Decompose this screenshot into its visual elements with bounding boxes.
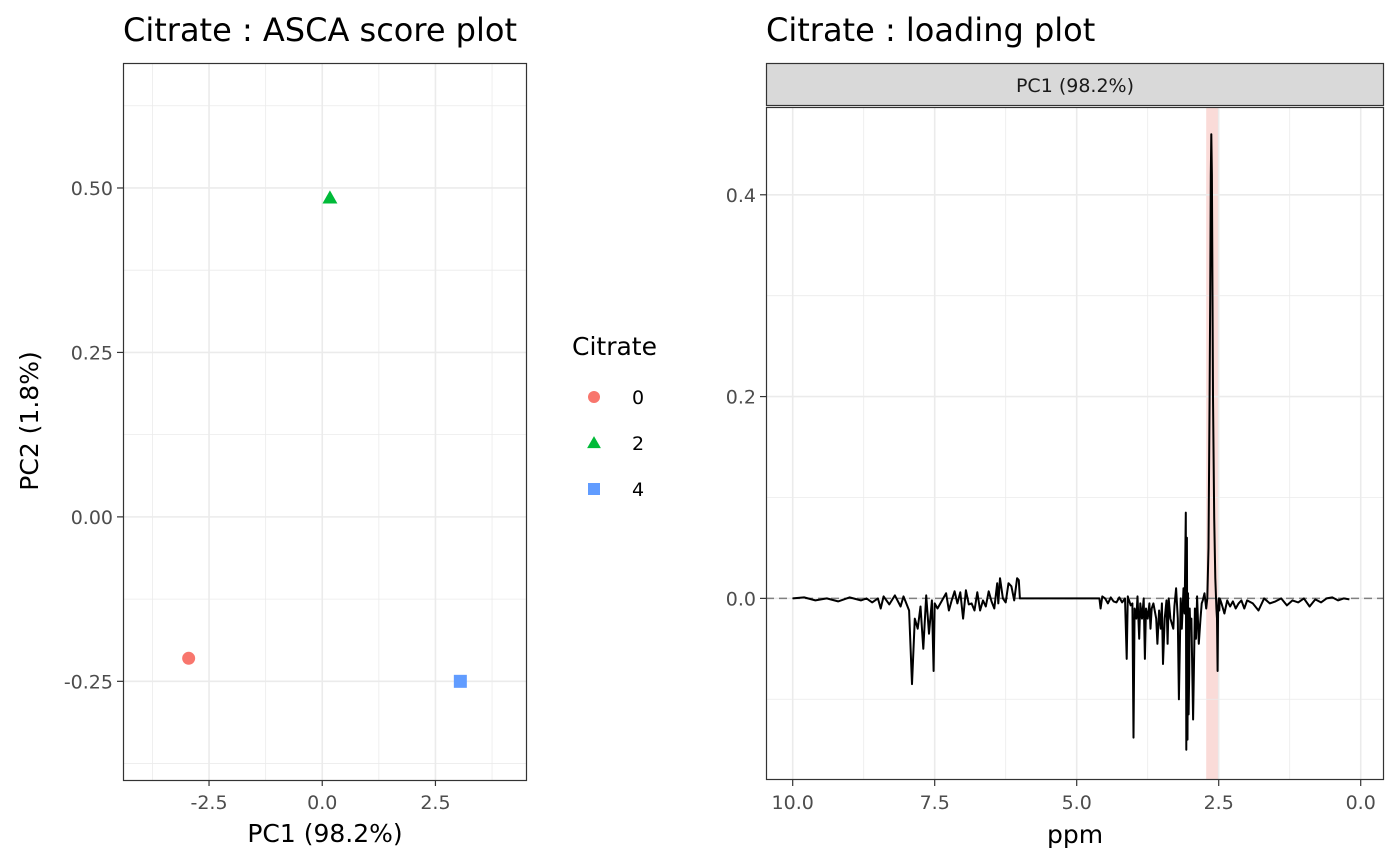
loading-plot: Citrate : loading plot PC1 (98.2%) 10.0 7…	[726, 11, 1385, 849]
legend-items: 0 2 4	[587, 387, 644, 501]
score-plot-y-axis: -0.25 0.00 0.25 0.50	[64, 178, 123, 693]
legend: Citrate 0 2 4	[572, 332, 657, 501]
legend-label: 2	[632, 433, 644, 455]
point-group-0	[182, 651, 196, 665]
score-plot-x-axis: -2.5 0.0 2.5	[190, 780, 451, 814]
loading-plot-x-axis: 10.0 7.5 5.0 2.5 0.0	[772, 780, 1376, 814]
legend-key-4	[588, 483, 600, 495]
x-tick-label: 2.5	[1204, 792, 1234, 814]
legend-label: 0	[632, 387, 644, 409]
y-tick-label: 0.00	[71, 507, 113, 529]
x-tick-label: 5.0	[1062, 792, 1092, 814]
loading-plot-major-grid	[766, 107, 1384, 780]
x-tick-label: 0.0	[1346, 792, 1376, 814]
y-tick-label: -0.25	[64, 671, 113, 693]
loading-series	[792, 133, 1350, 751]
score-plot-y-axis-title: PC2 (1.8%)	[15, 351, 44, 490]
legend-key-2	[587, 436, 601, 449]
y-tick-label: 0.0	[726, 588, 756, 610]
score-plot-minor-grid	[123, 63, 526, 780]
point-group-4	[453, 674, 467, 688]
loading-plot-x-axis-title: ppm	[1047, 820, 1103, 849]
loading-plot-y-axis: 0.0 0.2 0.4	[726, 185, 766, 610]
x-tick-label: 7.5	[920, 792, 950, 814]
legend-label: 4	[632, 479, 644, 501]
x-tick-label: -2.5	[190, 792, 227, 814]
x-tick-label: 10.0	[772, 792, 814, 814]
y-tick-label: 0.50	[71, 178, 113, 200]
score-plot-x-axis-title: PC1 (98.2%)	[247, 819, 402, 848]
y-tick-label: 0.2	[726, 387, 756, 409]
x-tick-label: 0.0	[307, 792, 337, 814]
loading-line	[792, 133, 1350, 751]
y-tick-label: 0.4	[726, 185, 756, 207]
facet-strip	[765, 62, 1385, 107]
score-plot-title: Citrate : ASCA score plot	[123, 11, 517, 49]
legend-title: Citrate	[572, 332, 657, 361]
x-tick-label: 2.5	[420, 792, 450, 814]
score-plot-panel-border	[122, 62, 528, 782]
score-plot-points	[182, 190, 467, 688]
legend-key-0	[588, 391, 600, 403]
loading-plot-title: Citrate : loading plot	[766, 11, 1095, 49]
score-plot: Citrate : ASCA score plot -2.5 0.0 2.5 -0.…	[15, 11, 528, 848]
loading-plot-minor-grid	[766, 107, 1384, 780]
point-group-2	[322, 190, 338, 204]
y-tick-label: 0.25	[71, 342, 113, 364]
facet-strip-label: PC1 (98.2%)	[1016, 75, 1134, 97]
loading-plot-panel-border	[765, 106, 1385, 781]
